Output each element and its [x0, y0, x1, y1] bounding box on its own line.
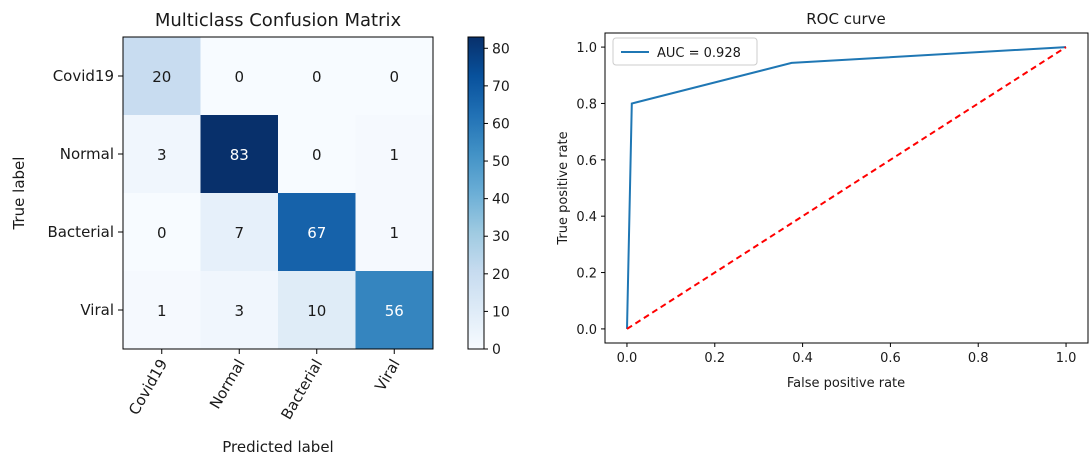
roc-x-tick-label: 0.4	[792, 351, 813, 366]
roc-x-tick-label: 0.2	[704, 351, 725, 366]
roc-x-tick-label: 0.8	[968, 351, 989, 366]
cm-x-tick-label: Viral	[371, 356, 403, 394]
roc-legend: AUC = 0.928	[612, 37, 758, 66]
colorbar-tick-label: 60	[492, 116, 510, 132]
roc-chance-line	[626, 46, 1067, 330]
cm-y-tick-label: Normal	[60, 145, 114, 163]
roc-y-tick-label: 0.8	[576, 97, 597, 112]
cm-cell-value: 20	[152, 68, 171, 86]
roc-x-tick-label: 1.0	[1056, 351, 1077, 366]
cm-y-tick-label: Covid19	[53, 67, 114, 85]
cm-cell	[278, 115, 356, 194]
colorbar-tick-label: 0	[492, 342, 501, 358]
roc-x-tick-label: 0.0	[617, 351, 638, 366]
cm-y-tick-label: Viral	[80, 301, 114, 319]
cm-cell-value: 1	[157, 302, 167, 320]
roc-plot-frame	[604, 32, 1089, 344]
cm-cell-value: 83	[230, 146, 249, 164]
colorbar-tick-label: 10	[492, 304, 510, 320]
colorbar-tick-label: 80	[492, 41, 510, 57]
cm-cell	[123, 271, 201, 350]
roc-y-tick-label: 0.0	[576, 323, 597, 338]
cm-cell	[123, 37, 201, 116]
colorbar-tick-label: 20	[492, 267, 510, 283]
cm-cell	[123, 193, 201, 272]
cm-x-tick-label: Covid19	[125, 356, 171, 418]
cm-cell	[355, 193, 434, 272]
roc-x-axis-label: False positive rate	[787, 376, 905, 391]
roc-curve-line	[626, 46, 1067, 329]
confusion-matrix-chart: Multiclass Confusion Matrix 20 0 0 03 83 0 10 7…	[10, 10, 510, 456]
cm-cell	[278, 271, 356, 350]
cm-cell	[123, 115, 201, 194]
cm-cell-value: 1	[389, 224, 399, 242]
cm-cell	[200, 37, 279, 116]
cm-cell	[355, 115, 434, 194]
legend-box	[612, 37, 758, 66]
cm-cell-value: 56	[385, 302, 404, 320]
roc-y-axis-label: True positive rate	[556, 131, 571, 245]
cm-frame	[122, 36, 434, 350]
roc-y-tick-label: 0.2	[576, 267, 597, 282]
roc-y-tick-label: 0.4	[576, 210, 597, 225]
colorbar-tick-label: 70	[492, 79, 510, 95]
cm-cell	[200, 271, 279, 350]
roc-curve-chart: ROC curve 0.0 0.2 0.4 0.6 0.8 1.0 0.0 0.2 0.4 0.…	[556, 10, 1089, 391]
cm-cell-value: 1	[389, 146, 399, 164]
roc-title: ROC curve	[806, 10, 886, 28]
cm-cell-value: 10	[307, 302, 326, 320]
colorbar-tick-label: 50	[492, 154, 510, 170]
roc-y-tick-label: 1.0	[576, 41, 597, 56]
cm-x-tick-label: Normal	[206, 356, 249, 412]
cm-y-axis-label: True label	[10, 157, 28, 231]
cm-cell-value: 0	[234, 68, 244, 86]
cm-cell	[200, 193, 279, 272]
roc-y-tick-label: 0.6	[576, 154, 597, 169]
cm-cell-value: 3	[157, 146, 167, 164]
cm-cell-value: 0	[312, 68, 322, 86]
legend-label: AUC = 0.928	[657, 46, 741, 61]
cm-x-axis-label: Predicted label	[222, 438, 333, 456]
colorbar-tick-label: 30	[492, 229, 510, 245]
colorbar-tick-label: 40	[492, 192, 510, 208]
cm-cell-value: 0	[157, 224, 167, 242]
cm-cell-value: 7	[234, 224, 244, 242]
cm-x-tick-label: Bacterial	[277, 356, 326, 423]
cm-cell-value: 0	[312, 146, 322, 164]
cm-cell	[200, 115, 279, 194]
cm-cell	[278, 193, 356, 272]
cm-cell	[278, 37, 356, 116]
cm-cell-value: 67	[307, 224, 326, 242]
colorbar	[467, 36, 485, 350]
cm-title: Multiclass Confusion Matrix	[155, 10, 402, 31]
cm-cell-value: 0	[389, 68, 399, 86]
cm-cell-value: 3	[234, 302, 244, 320]
cm-cell	[355, 271, 434, 350]
cm-cell	[355, 37, 434, 116]
roc-x-tick-label: 0.6	[880, 351, 901, 366]
cm-y-tick-label: Bacterial	[47, 223, 114, 241]
